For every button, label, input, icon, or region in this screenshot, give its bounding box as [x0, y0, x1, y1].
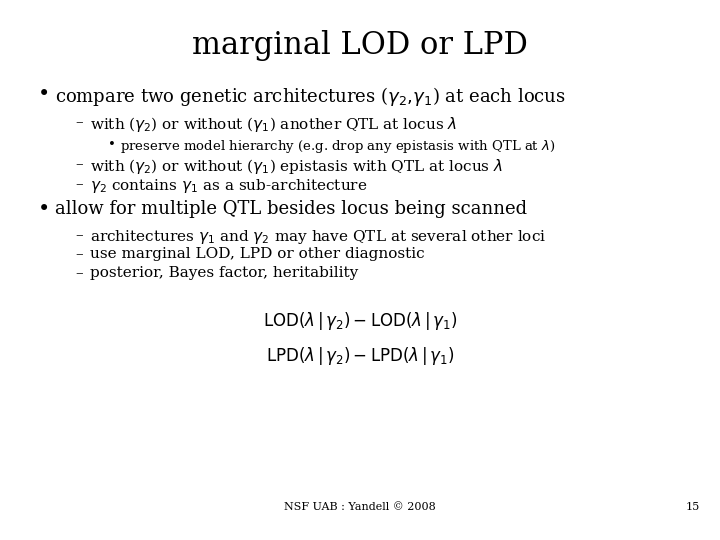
Text: –: – — [75, 115, 83, 129]
Text: architectures $\gamma_1$ and $\gamma_2$ may have QTL at several other loci: architectures $\gamma_1$ and $\gamma_2$ … — [90, 228, 546, 246]
Text: use marginal LOD, LPD or other diagnostic: use marginal LOD, LPD or other diagnosti… — [90, 247, 425, 261]
Text: allow for multiple QTL besides locus being scanned: allow for multiple QTL besides locus bei… — [55, 200, 527, 218]
Text: $\gamma_2$ contains $\gamma_1$ as a sub-architecture: $\gamma_2$ contains $\gamma_1$ as a sub-… — [90, 177, 367, 195]
Text: with ($\gamma_2$) or without ($\gamma_1$) another QTL at locus $\lambda$: with ($\gamma_2$) or without ($\gamma_1$… — [90, 115, 457, 134]
Text: –: – — [75, 247, 83, 261]
Text: •: • — [108, 138, 116, 151]
Text: preserve model hierarchy (e.g. drop any epistasis with QTL at $\lambda$): preserve model hierarchy (e.g. drop any … — [120, 138, 555, 155]
Text: $\mathrm{LPD}(\lambda\,|\,\gamma_2)-\mathrm{LPD}(\lambda\,|\,\gamma_1)$: $\mathrm{LPD}(\lambda\,|\,\gamma_2)-\mat… — [266, 345, 454, 367]
Text: •: • — [38, 85, 50, 104]
Text: posterior, Bayes factor, heritability: posterior, Bayes factor, heritability — [90, 266, 359, 280]
Text: marginal LOD or LPD: marginal LOD or LPD — [192, 30, 528, 61]
Text: NSF UAB : Yandell © 2008: NSF UAB : Yandell © 2008 — [284, 502, 436, 512]
Text: $\mathrm{LOD}(\lambda\,|\,\gamma_2)-\mathrm{LOD}(\lambda\,|\,\gamma_1)$: $\mathrm{LOD}(\lambda\,|\,\gamma_2)-\mat… — [263, 310, 457, 332]
Text: –: – — [75, 266, 83, 280]
Text: compare two genetic architectures ($\gamma_2,\!\gamma_1$) at each locus: compare two genetic architectures ($\gam… — [55, 85, 566, 108]
Text: 15: 15 — [685, 502, 700, 512]
Text: –: – — [75, 157, 83, 171]
Text: •: • — [38, 200, 50, 219]
Text: –: – — [75, 177, 83, 191]
Text: with ($\gamma_2$) or without ($\gamma_1$) epistasis with QTL at locus $\lambda$: with ($\gamma_2$) or without ($\gamma_1$… — [90, 157, 503, 176]
Text: –: – — [75, 228, 83, 242]
